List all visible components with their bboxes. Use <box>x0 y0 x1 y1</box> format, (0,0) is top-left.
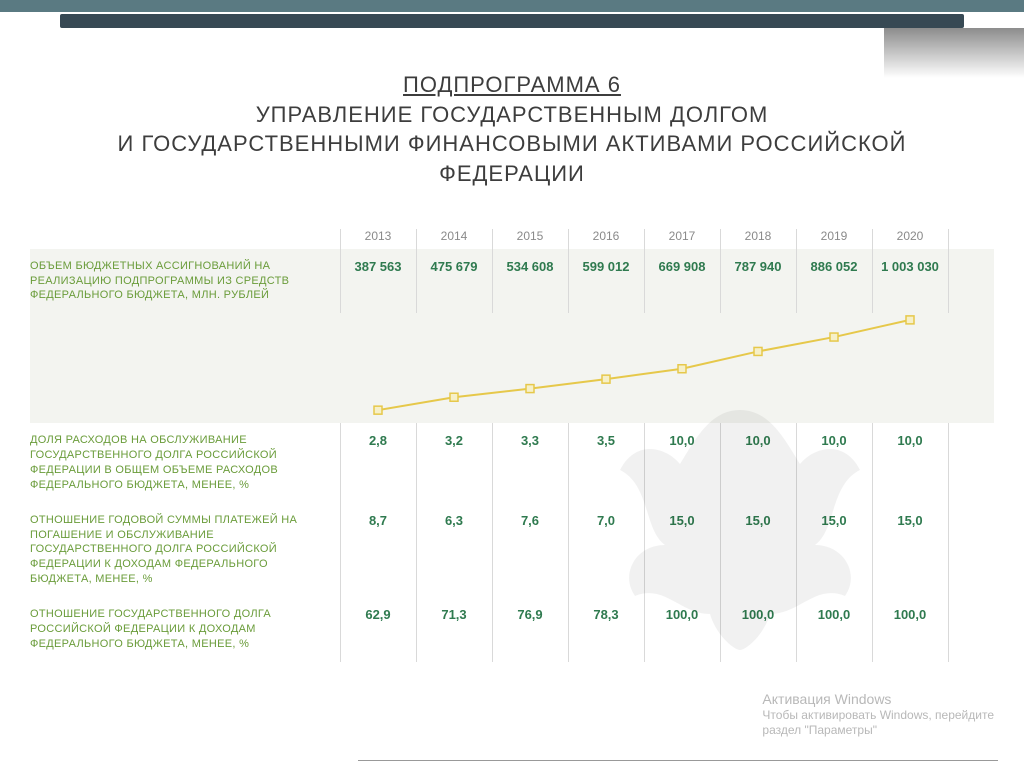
table-gridline <box>492 229 493 662</box>
watermark-line-2: Чтобы активировать Windows, перейдите <box>762 708 994 724</box>
trend-chart <box>30 313 994 423</box>
cell-value: 7,0 <box>568 513 644 528</box>
cell-value: 78,3 <box>568 607 644 622</box>
table-gridline <box>948 229 949 662</box>
year-header: 2019 <box>796 229 872 249</box>
year-header: 2020 <box>872 229 948 249</box>
row-label: ДОЛЯ РАСХОДОВ НА ОБСЛУЖИВАНИЕ ГОСУДАРСТВ… <box>30 433 340 492</box>
year-header: 2014 <box>416 229 492 249</box>
cell-value: 71,3 <box>416 607 492 622</box>
cell-value: 10,0 <box>720 433 796 448</box>
table-gridline <box>416 229 417 662</box>
chart-marker <box>450 394 458 402</box>
table-row: ОТНОШЕНИЕ ГОСУДАРСТВЕННОГО ДОЛГА РОССИЙС… <box>30 597 994 662</box>
cell-value: 10,0 <box>796 433 872 448</box>
chart-marker <box>678 365 686 373</box>
cell-value: 8,7 <box>340 513 416 528</box>
slide-content: ПОДПРОГРАММА 6 УПРАВЛЕНИЕ ГОСУДАРСТВЕННЫ… <box>30 70 994 747</box>
cell-value: 7,6 <box>492 513 568 528</box>
title-line-1: ПОДПРОГРАММА 6 <box>30 70 994 100</box>
year-header: 2017 <box>644 229 720 249</box>
data-table: 20132014201520162017201820192020 ОБЪЕМ БЮ… <box>30 229 994 662</box>
chart-marker <box>602 375 610 383</box>
chart-marker <box>906 316 914 324</box>
slide-title: ПОДПРОГРАММА 6 УПРАВЛЕНИЕ ГОСУДАРСТВЕННЫ… <box>30 70 994 189</box>
table-gridline <box>796 229 797 662</box>
row-label: ОБЪЕМ БЮДЖЕТНЫХ АССИГНОВАНИЙ НА РЕАЛИЗАЦ… <box>30 259 340 304</box>
table-row: ОТНОШЕНИЕ ГОДОВОЙ СУММЫ ПЛАТЕЖЕЙ НА ПОГА… <box>30 503 994 597</box>
row-label: ОТНОШЕНИЕ ГОДОВОЙ СУММЫ ПЛАТЕЖЕЙ НА ПОГА… <box>30 513 340 587</box>
trend-chart-svg <box>340 313 948 423</box>
cell-value: 886 052 <box>796 259 872 274</box>
cell-value: 100,0 <box>872 607 948 622</box>
cell-value: 15,0 <box>720 513 796 528</box>
decor-bottom-line <box>358 760 998 761</box>
decor-top-bars <box>0 0 1024 28</box>
title-line-2: УПРАВЛЕНИЕ ГОСУДАРСТВЕННЫМ ДОЛГОМ <box>30 100 994 130</box>
cell-value: 10,0 <box>872 433 948 448</box>
cell-value: 475 679 <box>416 259 492 274</box>
watermark-line-1: Активация Windows <box>762 690 994 708</box>
year-header: 2013 <box>340 229 416 249</box>
cell-value: 76,9 <box>492 607 568 622</box>
watermark-line-3: раздел "Параметры" <box>762 723 994 739</box>
cell-value: 6,3 <box>416 513 492 528</box>
cell-value: 15,0 <box>644 513 720 528</box>
decor-bar-inner <box>60 14 964 28</box>
chart-marker <box>754 348 762 356</box>
year-header: 2018 <box>720 229 796 249</box>
cell-value: 1 003 030 <box>872 259 948 274</box>
cell-value: 10,0 <box>644 433 720 448</box>
table-gridline <box>644 229 645 662</box>
table-row: ОБЪЕМ БЮДЖЕТНЫХ АССИГНОВАНИЙ НА РЕАЛИЗАЦ… <box>30 249 994 314</box>
decor-bar-outer <box>0 0 1024 12</box>
cell-value: 599 012 <box>568 259 644 274</box>
row-label: ОТНОШЕНИЕ ГОСУДАРСТВЕННОГО ДОЛГА РОССИЙС… <box>30 607 340 652</box>
cell-value: 3,2 <box>416 433 492 448</box>
cell-value: 787 940 <box>720 259 796 274</box>
cell-value: 2,8 <box>340 433 416 448</box>
chart-marker <box>830 333 838 341</box>
windows-activation-watermark: Активация Windows Чтобы активировать Win… <box>762 690 994 739</box>
cell-value: 100,0 <box>644 607 720 622</box>
title-line-4: ФЕДЕРАЦИИ <box>30 159 994 189</box>
table-gridline <box>872 229 873 662</box>
cell-value: 3,3 <box>492 433 568 448</box>
table-row: ДОЛЯ РАСХОДОВ НА ОБСЛУЖИВАНИЕ ГОСУДАРСТВ… <box>30 423 994 502</box>
table-gridline <box>568 229 569 662</box>
table-gridline <box>720 229 721 662</box>
year-header: 2016 <box>568 229 644 249</box>
chart-marker <box>526 385 534 393</box>
cell-value: 62,9 <box>340 607 416 622</box>
table-header-row: 20132014201520162017201820192020 <box>30 229 994 249</box>
cell-value: 100,0 <box>720 607 796 622</box>
cell-value: 387 563 <box>340 259 416 274</box>
cell-value: 15,0 <box>872 513 948 528</box>
cell-value: 3,5 <box>568 433 644 448</box>
table-gridline <box>340 229 341 662</box>
cell-value: 669 908 <box>644 259 720 274</box>
cell-value: 100,0 <box>796 607 872 622</box>
year-header: 2015 <box>492 229 568 249</box>
chart-marker <box>374 406 382 414</box>
cell-value: 534 608 <box>492 259 568 274</box>
title-line-3: И ГОСУДАРСТВЕННЫМИ ФИНАНСОВЫМИ АКТИВАМИ … <box>30 129 994 159</box>
cell-value: 15,0 <box>796 513 872 528</box>
